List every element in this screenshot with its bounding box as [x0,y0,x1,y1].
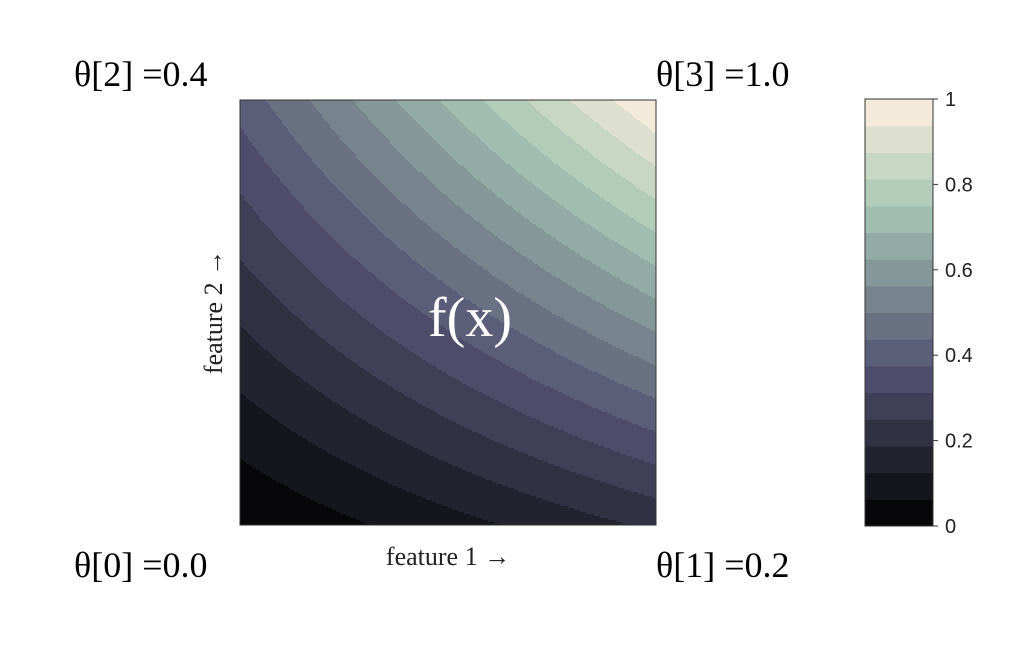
contour-chart: f(x) feature 1 → feature 2 → θ[2] =0.4 θ… [0,0,1034,649]
